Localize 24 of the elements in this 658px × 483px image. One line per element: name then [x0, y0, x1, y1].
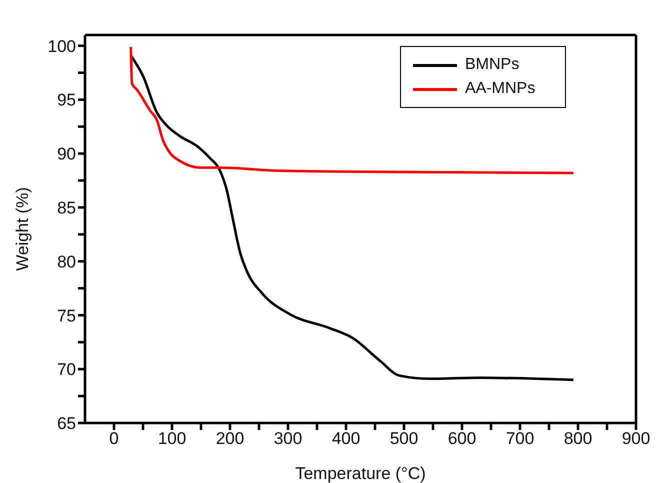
x-tick-label: 600 [448, 429, 476, 448]
x-tick-label: 100 [158, 429, 186, 448]
y-tick-label: 80 [57, 252, 76, 272]
x-tick-label: 0 [109, 429, 119, 448]
x-tick-label: 400 [332, 429, 360, 448]
legend-label: AA-MNPs [465, 79, 536, 99]
x-tick-label: 700 [506, 429, 534, 448]
y-axis-title: Weight (%) [13, 187, 32, 271]
y-tick-label: 90 [57, 144, 76, 164]
legend-label: BMNPs [465, 55, 520, 75]
x-tick-label: 500 [390, 429, 418, 448]
line-series [130, 54, 575, 382]
y-tick-label: 70 [57, 360, 76, 380]
x-tick-label: 200 [216, 429, 244, 448]
x-tick-label: 900 [622, 429, 650, 448]
y-tick-label: 75 [57, 306, 76, 326]
x-tick-label: 300 [274, 429, 302, 448]
y-tick-label: 100 [48, 36, 76, 56]
y-tick-label: 95 [57, 90, 76, 110]
line-series [130, 46, 575, 174]
x-tick-label: 800 [564, 429, 592, 448]
y-tick-label: 65 [57, 414, 76, 434]
y-tick-label: 85 [57, 198, 76, 218]
x-axis-title: Temperature (°C) [295, 464, 426, 483]
